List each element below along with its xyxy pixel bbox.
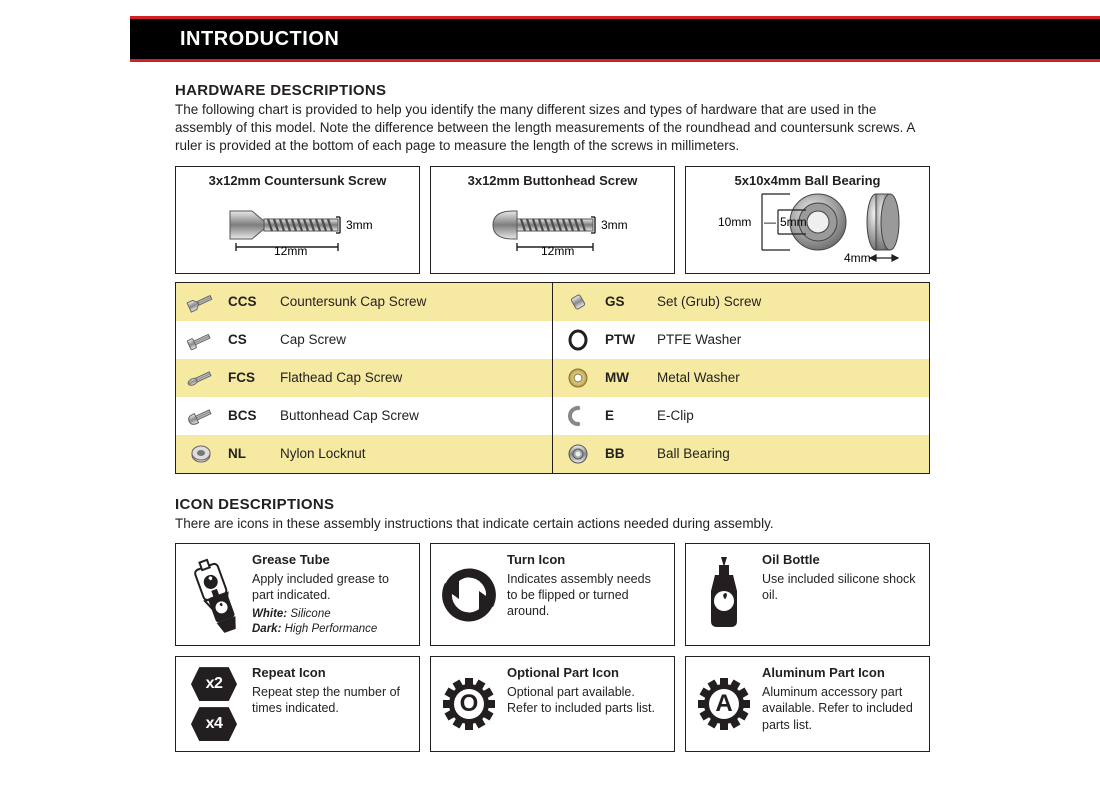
icons-section: ICON DESCRIPTIONS There are icons in the…: [175, 496, 930, 752]
dim-outer: 10mm: [718, 215, 751, 229]
legend-name: E-Clip: [657, 408, 694, 423]
oil-bottle-icon: [701, 555, 747, 635]
dim-length: 12mm: [541, 244, 574, 257]
screw-buttonhead-icon: 3mm 12mm: [463, 197, 643, 257]
grease-desc: Apply included grease to part indicated.: [252, 572, 389, 602]
legend-row: NL Nylon Locknut: [176, 435, 552, 473]
legend-name: Countersunk Cap Screw: [280, 294, 426, 309]
legend-row: BB Ball Bearing: [553, 435, 929, 473]
legend-row: PTW PTFE Washer: [553, 321, 929, 359]
svg-text:—: —: [764, 215, 776, 229]
legend-name: Set (Grub) Screw: [657, 294, 761, 309]
icon-repeat: x2 x4 Repeat Icon Repeat step the number…: [175, 656, 420, 752]
sample-countersunk: 3x12mm Countersunk Screw: [175, 166, 420, 274]
aluminum-letter: A: [698, 678, 750, 730]
legend-code: FCS: [228, 370, 268, 385]
legend-icon: [186, 405, 216, 427]
legend-icon: [186, 367, 216, 389]
dim-width: 4mm: [844, 251, 871, 265]
optional-cog-icon: O: [443, 678, 495, 730]
legend-name: Metal Washer: [657, 370, 740, 385]
repeat-x2-icon: x2: [191, 667, 237, 701]
legend-code: CS: [228, 332, 268, 347]
legend-icon: [563, 329, 593, 351]
legend-name: PTFE Washer: [657, 332, 741, 347]
legend-row: GS Set (Grub) Screw: [553, 283, 929, 321]
dim-inner: 5mm: [780, 215, 807, 229]
ball-bearing-icon: 10mm 5mm — 4mm: [698, 188, 918, 266]
screw-countersunk-icon: 3mm 12mm: [208, 197, 388, 257]
hardware-section: HARDWARE DESCRIPTIONS The following char…: [175, 82, 930, 474]
legend-row: CCS Countersunk Cap Screw: [176, 283, 552, 321]
turn-icon: [441, 567, 497, 623]
legend-code: GS: [605, 294, 645, 309]
legend-code: CCS: [228, 294, 268, 309]
aluminum-title: Aluminum Part Icon: [762, 665, 919, 682]
legend-name: Nylon Locknut: [280, 446, 366, 461]
grease-note-dark-val: High Performance: [285, 623, 378, 635]
icon-grease: Grease Tube Apply included grease to par…: [175, 543, 420, 646]
section-header: INTRODUCTION: [130, 16, 1100, 62]
icon-optional: O Optional Part Icon Optional part avail…: [430, 656, 675, 752]
legend-name: Cap Screw: [280, 332, 346, 347]
icon-aluminum: A Aluminum Part Icon Aluminum accessory …: [685, 656, 930, 752]
optional-desc: Optional part available. Refer to includ…: [507, 685, 655, 715]
legend-name: Flathead Cap Screw: [280, 370, 402, 385]
hardware-legend: CCS Countersunk Cap Screw CS Cap Screw FCS Fl…: [175, 282, 930, 474]
legend-icon: [563, 443, 593, 465]
sample-bearing-title: 5x10x4mm Ball Bearing: [692, 173, 923, 188]
repeat-x4-icon: x4: [191, 707, 237, 741]
sample-countersunk-title: 3x12mm Countersunk Screw: [182, 173, 413, 188]
legend-name: Buttonhead Cap Screw: [280, 408, 419, 423]
oil-desc: Use included silicone shock oil.: [762, 572, 916, 602]
aluminum-desc: Aluminum accessory part available. Refer…: [762, 685, 913, 732]
sample-buttonhead: 3x12mm Buttonhead Screw: [430, 166, 675, 274]
sample-bearing: 5x10x4mm Ball Bearing: [685, 166, 930, 274]
oil-title: Oil Bottle: [762, 552, 919, 569]
optional-title: Optional Part Icon: [507, 665, 664, 682]
icons-text: There are icons in these assembly instru…: [175, 515, 930, 533]
legend-code: BB: [605, 446, 645, 461]
grease-tube-icon: [186, 555, 242, 635]
legend-code: PTW: [605, 332, 645, 347]
legend-row: E E-Clip: [553, 397, 929, 435]
dim-diam: 3mm: [346, 218, 373, 232]
turn-title: Turn Icon: [507, 552, 664, 569]
optional-letter: O: [443, 678, 495, 730]
sample-buttonhead-title: 3x12mm Buttonhead Screw: [437, 173, 668, 188]
icons-heading: ICON DESCRIPTIONS: [175, 496, 930, 513]
legend-name: Ball Bearing: [657, 446, 730, 461]
hardware-text: The following chart is provided to help …: [175, 101, 930, 156]
icon-turn: Turn Icon Indicates assembly needs to be…: [430, 543, 675, 646]
hardware-heading: HARDWARE DESCRIPTIONS: [175, 82, 930, 99]
legend-icon: [563, 291, 593, 313]
legend-icon: [186, 291, 216, 313]
dim-length: 12mm: [274, 244, 307, 257]
dim-diam: 3mm: [601, 218, 628, 232]
legend-code: NL: [228, 446, 268, 461]
grease-note-dark-label: Dark:: [252, 623, 281, 635]
legend-code: MW: [605, 370, 645, 385]
legend-icon: [186, 329, 216, 351]
aluminum-cog-icon: A: [698, 678, 750, 730]
legend-code: E: [605, 408, 645, 423]
legend-row: BCS Buttonhead Cap Screw: [176, 397, 552, 435]
legend-row: CS Cap Screw: [176, 321, 552, 359]
section-title: INTRODUCTION: [130, 28, 339, 51]
legend-row: FCS Flathead Cap Screw: [176, 359, 552, 397]
repeat-title: Repeat Icon: [252, 665, 409, 682]
grease-note-white-val: Silicone: [290, 608, 330, 620]
legend-icon: [186, 443, 216, 465]
turn-desc: Indicates assembly needs to be flipped o…: [507, 572, 651, 619]
repeat-desc: Repeat step the number of times indicate…: [252, 685, 400, 715]
grease-note-white-label: White:: [252, 608, 287, 620]
legend-row: MW Metal Washer: [553, 359, 929, 397]
legend-icon: [563, 367, 593, 389]
grease-title: Grease Tube: [252, 552, 409, 569]
legend-code: BCS: [228, 408, 268, 423]
legend-icon: [563, 405, 593, 427]
icon-oil: Oil Bottle Use included silicone shock o…: [685, 543, 930, 646]
